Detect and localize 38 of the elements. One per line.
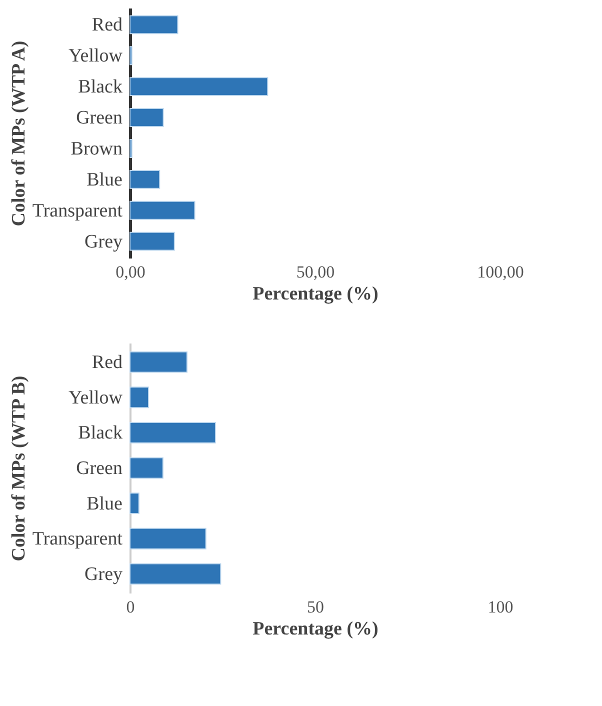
bar — [130, 232, 175, 251]
y-tick-label: Transparent — [32, 200, 124, 222]
y-tick-label: Blue — [86, 493, 122, 514]
x-tick-label: 100,00 — [477, 262, 524, 282]
bar — [130, 422, 216, 444]
y-tick-label: Black — [78, 76, 123, 98]
y-tick-label: Green — [76, 458, 123, 479]
bar — [130, 15, 178, 34]
bar — [130, 170, 160, 189]
bar — [130, 528, 206, 550]
bar — [130, 386, 149, 408]
y-tick-label: Blue — [86, 169, 122, 190]
y-tick-label: Red — [92, 14, 123, 36]
x-tick-label: 0,00 — [116, 262, 146, 282]
y-axis-title: Color of MPs (WTP A) — [8, 40, 30, 226]
y-tick-label: Black — [78, 422, 123, 444]
x-axis-title: Percentage (%) — [252, 284, 378, 304]
bar — [130, 108, 164, 127]
y-tick-label: Yellow — [68, 46, 123, 67]
bar — [130, 457, 164, 479]
bar — [130, 351, 188, 373]
y-tick-label: Green — [76, 108, 123, 129]
bar — [130, 200, 196, 220]
x-axis-title: Percentage (%) — [252, 618, 378, 640]
x-tick-label: 50,00 — [296, 262, 335, 282]
bar — [130, 563, 222, 585]
y-tick-label: Grey — [84, 231, 123, 252]
bar — [130, 492, 140, 514]
y-tick-label: Transparent — [32, 528, 124, 550]
bar — [130, 77, 268, 96]
x-tick-label: 50 — [307, 598, 324, 616]
x-tick-label: 100 — [488, 598, 514, 616]
y-tick-label: Yellow — [68, 387, 123, 408]
y-tick-label: Grey — [84, 564, 123, 585]
y-tick-label: Red — [92, 352, 123, 374]
x-tick-label: 0 — [126, 598, 135, 616]
y-tick-label: Brown — [70, 138, 123, 160]
y-axis-title: Color of MPs (WTP B) — [8, 376, 30, 562]
